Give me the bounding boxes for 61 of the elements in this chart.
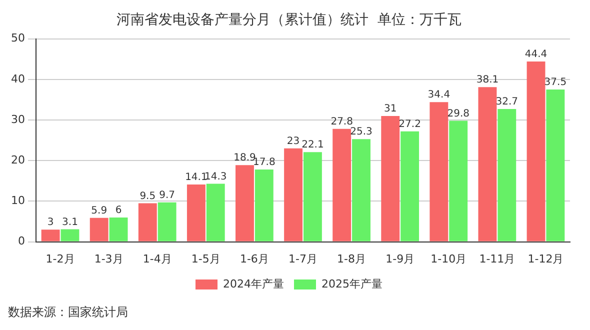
x-tick-label: 1-11月 xyxy=(479,252,516,266)
x-tick-label: 1-4月 xyxy=(142,252,172,266)
data-label: 9.7 xyxy=(159,190,176,202)
bar xyxy=(546,90,565,242)
data-label: 18.9 xyxy=(234,152,256,164)
x-tick-label: 1-3月 xyxy=(94,252,124,266)
data-label: 27.8 xyxy=(330,116,353,128)
bar xyxy=(381,116,400,242)
bar xyxy=(498,109,516,242)
bar xyxy=(206,184,225,242)
bar xyxy=(526,62,546,242)
data-label: 9.5 xyxy=(140,190,156,202)
legend-label: 2025年产量 xyxy=(322,277,382,290)
bar xyxy=(90,218,108,242)
data-label: 6 xyxy=(115,205,122,216)
data-label: 3 xyxy=(47,217,54,228)
y-tick-label: 50 xyxy=(10,32,25,45)
data-label: 23 xyxy=(286,136,300,148)
bar xyxy=(138,203,157,242)
data-label: 38.1 xyxy=(476,74,499,86)
bar xyxy=(430,102,448,242)
x-tick-label: 1-6月 xyxy=(240,252,269,266)
bar xyxy=(449,120,468,242)
data-label: 29.8 xyxy=(447,108,470,120)
bar xyxy=(236,165,254,242)
y-tick-label: 40 xyxy=(10,72,25,86)
data-label: 37.5 xyxy=(544,77,567,88)
bar xyxy=(352,139,370,242)
source-note: 数据来源：国家统计局 xyxy=(8,304,129,321)
legend-label: 2024年产量 xyxy=(223,277,284,290)
data-label: 5.9 xyxy=(91,205,108,216)
y-tick-label: 10 xyxy=(10,194,25,208)
x-tick-label: 1-12月 xyxy=(528,252,564,266)
data-label: 34.4 xyxy=(428,90,450,101)
bar xyxy=(400,131,420,242)
data-label: 3.1 xyxy=(62,216,78,228)
bar xyxy=(186,184,206,242)
bar xyxy=(60,229,80,242)
x-tick-label: 1-2月 xyxy=(46,252,75,266)
bar xyxy=(332,128,352,242)
data-label: 44.4 xyxy=(524,49,548,60)
x-tick-label: 1-5月 xyxy=(191,252,220,266)
x-tick-label: 1-10月 xyxy=(430,252,467,266)
y-tick-label: 0 xyxy=(18,234,25,248)
y-tick-label: 20 xyxy=(10,153,25,166)
bar xyxy=(284,148,303,242)
data-label: 22.1 xyxy=(302,140,324,151)
bar xyxy=(254,170,274,242)
data-label: 31 xyxy=(384,104,397,115)
x-tick-label: 1-9月 xyxy=(386,252,415,266)
chart-title: 河南省发电设备产量分月（累计值）统计 单位：万千瓦 xyxy=(116,12,462,28)
x-tick-label: 1-7月 xyxy=(288,252,318,266)
x-tick-label: 1-8月 xyxy=(337,252,366,266)
data-label: 17.8 xyxy=(253,157,276,168)
bar xyxy=(109,217,128,242)
y-tick-label: 30 xyxy=(10,112,25,126)
bar xyxy=(303,152,322,242)
bar xyxy=(158,202,176,242)
bar xyxy=(41,230,60,242)
data-label: 32.7 xyxy=(496,96,518,108)
bar xyxy=(478,87,497,242)
